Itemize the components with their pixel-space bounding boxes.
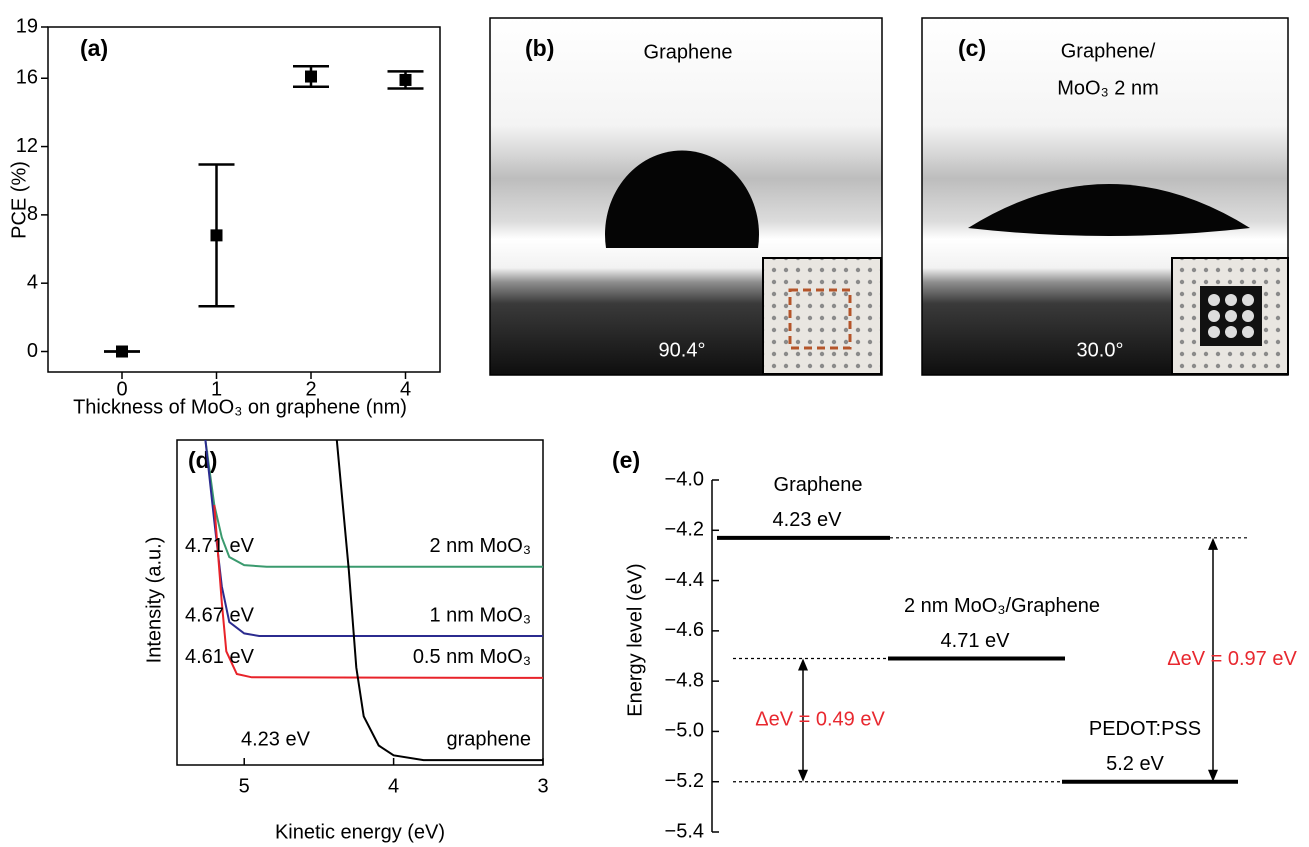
- y-tick-label: −5.4: [665, 820, 704, 842]
- x-axis-label: Thickness of MoO₃ on graphene (nm): [73, 396, 407, 418]
- y-tick-label: 8: [27, 203, 38, 225]
- annotation: 4.71 eV: [185, 535, 255, 557]
- droplet: [605, 150, 759, 248]
- y-tick-label: 0: [27, 340, 38, 362]
- arrow-head: [798, 769, 808, 782]
- y-tick-label: −5.0: [665, 720, 704, 742]
- inset-outline: [788, 288, 852, 350]
- arrow-head: [798, 658, 808, 671]
- angle: 30.0°: [1077, 339, 1124, 361]
- inset-holes: [1208, 294, 1254, 338]
- y-tick-label: −4.2: [665, 519, 704, 541]
- image-b: (b) Graphene 90.4°: [489, 17, 883, 376]
- x-tick-label: 2: [305, 378, 316, 400]
- x-axis-label: Kinetic energy (eV): [275, 821, 445, 843]
- level-value: 4.71 eV: [941, 630, 1011, 652]
- x-tick-label: 4: [400, 378, 411, 400]
- marker: [305, 70, 317, 83]
- level-name: PEDOT:PSS: [1089, 718, 1201, 740]
- arrow-head: [1208, 537, 1218, 550]
- plot-frame: [176, 439, 544, 766]
- y-tick-label: 12: [16, 135, 38, 157]
- arrow-head: [1208, 769, 1218, 782]
- level-value: 4.23 eV: [773, 509, 843, 531]
- level-value: 5.2 eV: [1106, 753, 1164, 775]
- image-c: (c) Graphene/ MoO₃ 2 nm 30.0°: [921, 17, 1289, 376]
- annotation: 4.67 eV: [185, 604, 255, 626]
- y-tick-label: −4.4: [665, 569, 704, 591]
- y-axis-label: Energy level (eV): [624, 563, 646, 716]
- lines: [204, 440, 543, 762]
- panel-label: (b): [525, 35, 554, 61]
- y-tick-label: 4: [27, 271, 38, 293]
- caption: Graphene/: [1061, 40, 1156, 62]
- y-tick-label: −4.0: [665, 468, 704, 490]
- annotation: 4.61 eV: [185, 646, 255, 668]
- angle: 90.4°: [659, 339, 706, 361]
- inset: [762, 257, 882, 375]
- panel-label: (d): [188, 447, 217, 473]
- level-name: 2 nm MoO₃/Graphene: [904, 595, 1100, 617]
- y-tick-label: 19: [16, 15, 38, 37]
- level-name: Graphene: [774, 474, 863, 496]
- panel-label: (c): [958, 35, 986, 61]
- y-axis-label: Intensity (a.u.): [143, 537, 165, 664]
- y-tick-label: −5.2: [665, 770, 704, 792]
- x-tick-label: 0: [116, 378, 127, 400]
- line: [213, 504, 543, 679]
- arrow-label: ΔeV = 0.97 eV: [1167, 648, 1297, 670]
- panel-label: (e): [612, 447, 640, 473]
- droplet: [968, 184, 1250, 236]
- line: [204, 440, 543, 637]
- x-tick-label: 5: [239, 775, 250, 797]
- arrow: [798, 658, 808, 782]
- y-tick-label: −4.8: [665, 669, 704, 691]
- marker: [116, 345, 128, 358]
- arrow: [1208, 537, 1218, 782]
- marker: [210, 229, 223, 242]
- line: [335, 440, 543, 762]
- marker: [399, 73, 412, 86]
- panel-label: (a): [80, 35, 108, 61]
- plot-frame: [47, 26, 441, 373]
- series-label: 0.5 nm MoO₃: [413, 646, 531, 668]
- caption: Graphene: [644, 41, 733, 63]
- caption: MoO₃ 2 nm: [1057, 77, 1159, 99]
- series-label: 2 nm MoO₃: [429, 535, 531, 557]
- arrow-label: ΔeV = 0.49 eV: [755, 708, 885, 730]
- y-tick-label: −4.6: [665, 619, 704, 641]
- series-label: 1 nm MoO₃: [429, 604, 531, 626]
- annotation: 4.23 eV: [241, 728, 311, 750]
- x-tick-label: 1: [211, 378, 222, 400]
- x-tick-label: 3: [537, 775, 548, 797]
- x-tick-label: 4: [388, 775, 399, 797]
- y-tick-label: 16: [16, 67, 38, 89]
- series-label: graphene: [446, 728, 531, 750]
- y-axis-label: PCE (%): [8, 161, 30, 239]
- inset: [1171, 257, 1289, 375]
